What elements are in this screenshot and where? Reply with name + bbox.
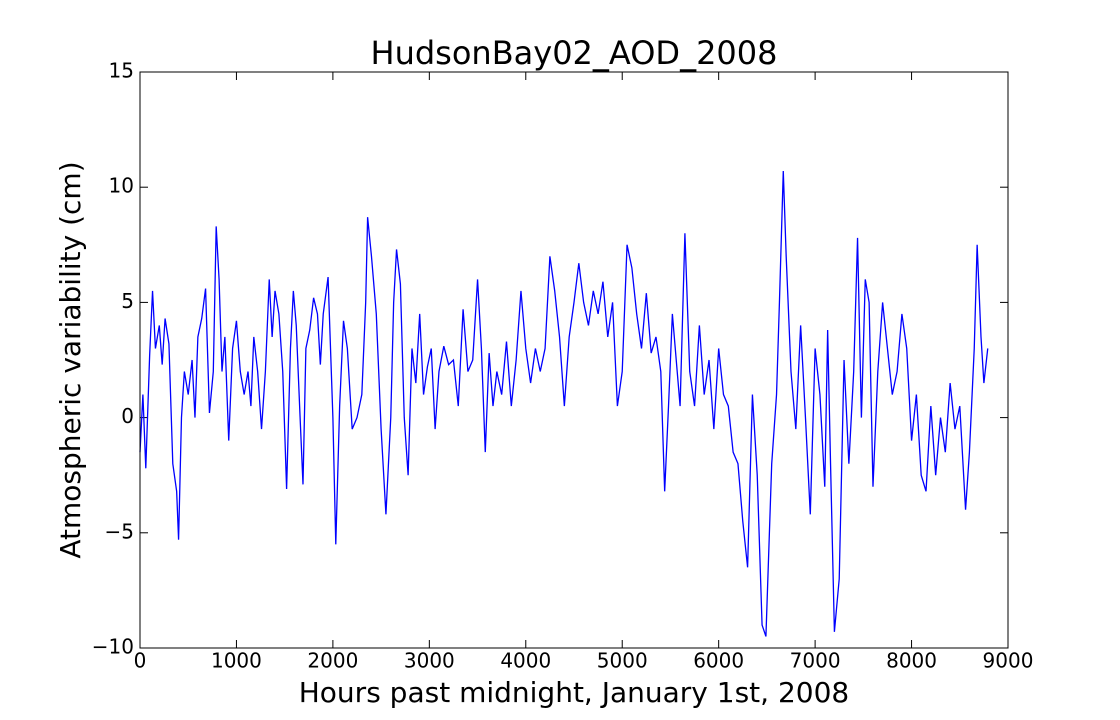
y-tick-label: 15 — [109, 59, 134, 83]
plot-frame — [139, 71, 1009, 649]
y-tick-label: −10 — [92, 635, 134, 659]
data-line — [139, 171, 989, 637]
y-tick-label: −5 — [105, 519, 134, 543]
x-tick-label: 0 — [134, 649, 147, 673]
x-tick-label: 2000 — [307, 649, 358, 673]
x-tick-label: 8000 — [886, 649, 937, 673]
y-tick-label: 5 — [121, 289, 134, 313]
x-tick-label: 4000 — [500, 649, 551, 673]
x-tick-label: 5000 — [597, 649, 648, 673]
y-axis-label: Atmospheric variability (cm) — [54, 161, 87, 558]
x-tick-label: 9000 — [983, 649, 1034, 673]
x-tick-label: 1000 — [211, 649, 262, 673]
y-tick-label: 0 — [121, 404, 134, 428]
x-axis-label: Hours past midnight, January 1st, 2008 — [299, 676, 849, 709]
x-tick-label: 3000 — [404, 649, 455, 673]
chart-title: HudsonBay02_AOD_2008 — [371, 34, 778, 72]
y-tick-label: 10 — [109, 174, 134, 198]
x-tick-label: 6000 — [693, 649, 744, 673]
x-tick-label: 7000 — [790, 649, 841, 673]
